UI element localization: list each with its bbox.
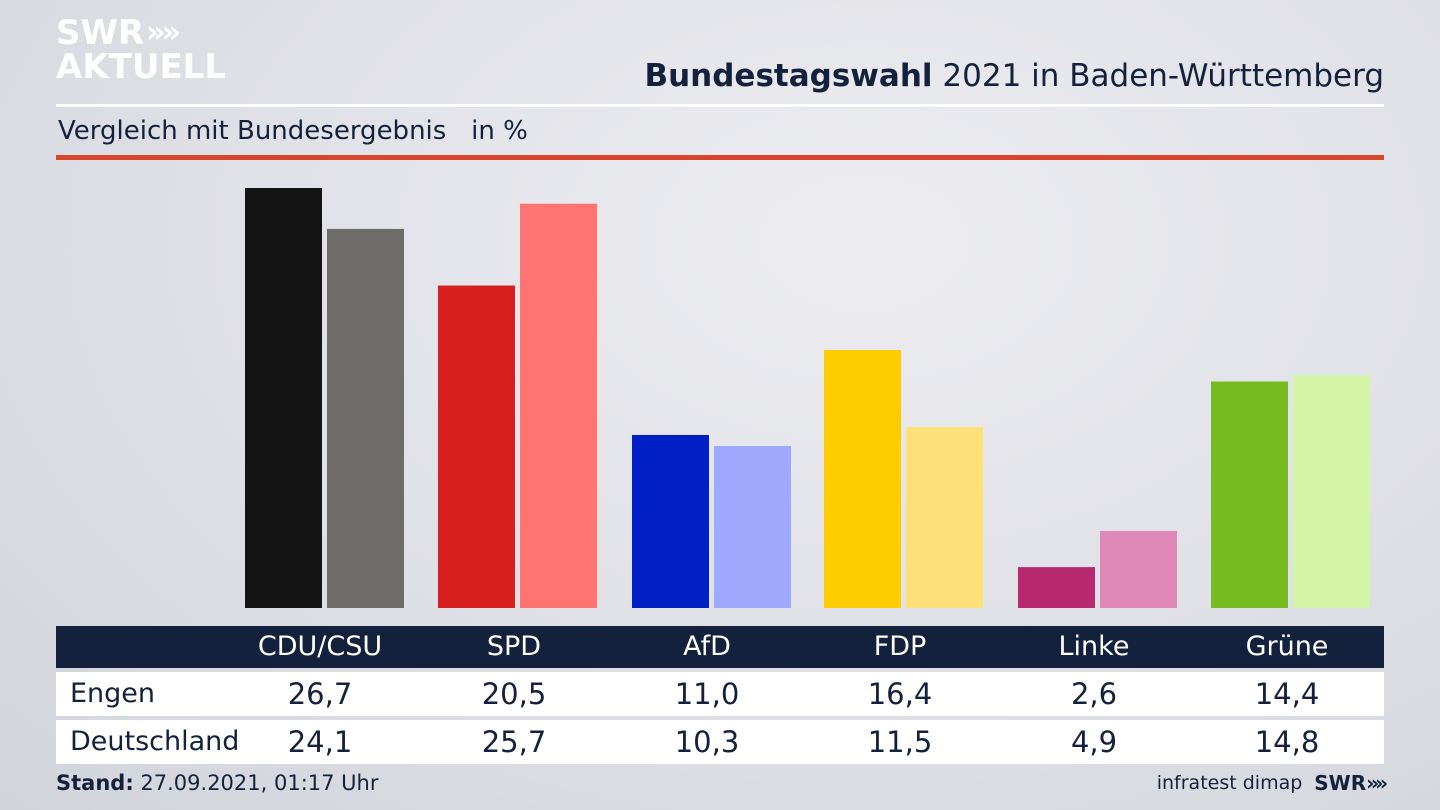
table-cell: 26,7 [287,677,353,711]
source-label: infratest dimap [1156,772,1303,794]
row-label: Engen [70,678,156,709]
bar-fdp-engen [824,350,901,608]
bar-spd-engen [438,285,515,608]
timestamp: Stand: 27.09.2021, 01:17 Uhr [56,771,379,795]
bar-spd-deutschland [520,203,597,608]
table-cell: 25,7 [481,725,547,759]
title-bold: Bundestagswahl [644,58,933,94]
table-cell: 2,6 [1070,677,1118,711]
title-rest: 2021 in Baden-Württemberg [932,58,1384,94]
swr-aktuell-logo: SWR»» AKTUELL [56,13,227,87]
bar-fdp-deutschland [906,427,983,608]
table-header-row: CDU/CSU SPD AfD FDP Linke Grüne [56,626,1384,668]
bar-cdu-csu-engen [245,188,322,608]
bar-linke-engen [1018,567,1095,608]
column-header: SPD [486,631,542,662]
column-header: CDU/CSU [257,631,383,662]
table-row-deutschland: Deutschland 24,1 25,7 10,3 11,5 4,9 14,8 [56,720,1384,764]
table-cell: 16,4 [867,677,933,711]
column-header: AfD [683,631,731,662]
table-cell: 10,3 [674,725,740,759]
bar-afd-engen [632,434,709,608]
logo-line-2: AKTUELL [56,47,227,87]
table-cell: 4,9 [1070,725,1118,759]
chart-title: Bundestagswahl 2021 in Baden-Württemberg [644,58,1384,94]
footer-chevrons-icon: » [1366,771,1379,795]
chart-subtitle: Vergleich mit Bundesergebnis in % [58,116,528,146]
column-header: Linke [1058,631,1130,662]
bar-gr-ne-deutschland [1293,375,1370,608]
logo-line-1: SWR [56,13,145,53]
results-table: CDU/CSU SPD AfD FDP Linke Grüne Engen 26,7 20,5… [56,626,1384,764]
title-divider [56,104,1384,107]
stand-value: 27.09.2021, 01:17 Uhr [133,771,379,795]
bar-cdu-csu-deutschland [327,228,404,609]
subtitle-divider [56,155,1384,160]
column-header: Grüne [1245,631,1329,662]
table-cell: 11,0 [674,677,740,711]
table-cell: 24,1 [287,725,353,759]
bar-afd-deutschland [714,445,791,608]
column-header: FDP [873,631,927,662]
swr-footer-logo: SWR»» [1314,771,1388,795]
table-cell: 11,5 [867,725,933,759]
table-cell: 14,8 [1254,725,1320,759]
source-credit: infratest dimap SWR»» [1156,771,1388,795]
stand-label: Stand: [56,771,134,795]
table-row-engen: Engen 26,7 20,5 11,0 16,4 2,6 14,4 [56,672,1384,716]
bar-linke-deutschland [1100,530,1177,608]
table-cell: 20,5 [481,677,547,711]
bar-gr-ne-engen [1211,381,1288,608]
row-label: Deutschland [70,726,240,757]
table-cell: 14,4 [1254,677,1320,711]
